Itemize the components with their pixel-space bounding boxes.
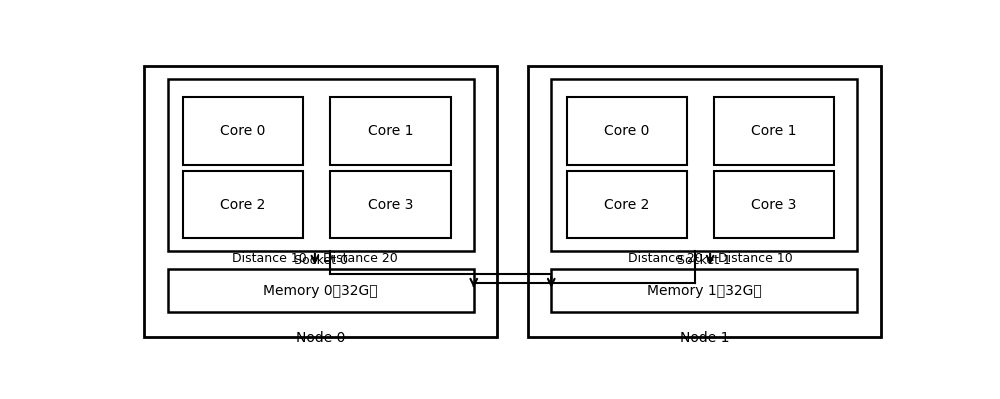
Text: Core 3: Core 3 (751, 198, 797, 211)
Text: Core 2: Core 2 (604, 198, 650, 211)
Text: Core 1: Core 1 (751, 124, 797, 138)
Bar (528, 66, 881, 337)
Bar (168, 79, 474, 251)
Bar (551, 269, 857, 312)
Bar (551, 79, 857, 251)
Text: Core 0: Core 0 (220, 124, 266, 138)
Text: Socket 1: Socket 1 (677, 254, 731, 267)
Text: Node 0: Node 0 (296, 331, 345, 345)
Text: Node 1: Node 1 (680, 331, 729, 345)
Bar (714, 171, 834, 238)
Bar (714, 97, 834, 165)
Text: Distance 20: Distance 20 (323, 252, 397, 265)
Text: Distance 20: Distance 20 (628, 252, 702, 265)
Text: Distance 10: Distance 10 (232, 252, 307, 265)
Text: Core 3: Core 3 (368, 198, 413, 211)
Bar (567, 171, 687, 238)
Bar (567, 97, 687, 165)
Text: Memory 0（32G）: Memory 0（32G） (263, 284, 378, 298)
Bar (183, 97, 303, 165)
Text: Core 2: Core 2 (220, 198, 266, 211)
Text: Core 1: Core 1 (368, 124, 413, 138)
Text: Core 0: Core 0 (604, 124, 650, 138)
Bar (330, 97, 450, 165)
Text: Distance 10: Distance 10 (718, 252, 793, 265)
Text: Memory 1（32G）: Memory 1（32G） (647, 284, 762, 298)
Bar (183, 171, 303, 238)
Bar (330, 171, 450, 238)
Bar (168, 269, 474, 312)
Text: Socket 0: Socket 0 (294, 254, 348, 267)
Bar (144, 66, 497, 337)
